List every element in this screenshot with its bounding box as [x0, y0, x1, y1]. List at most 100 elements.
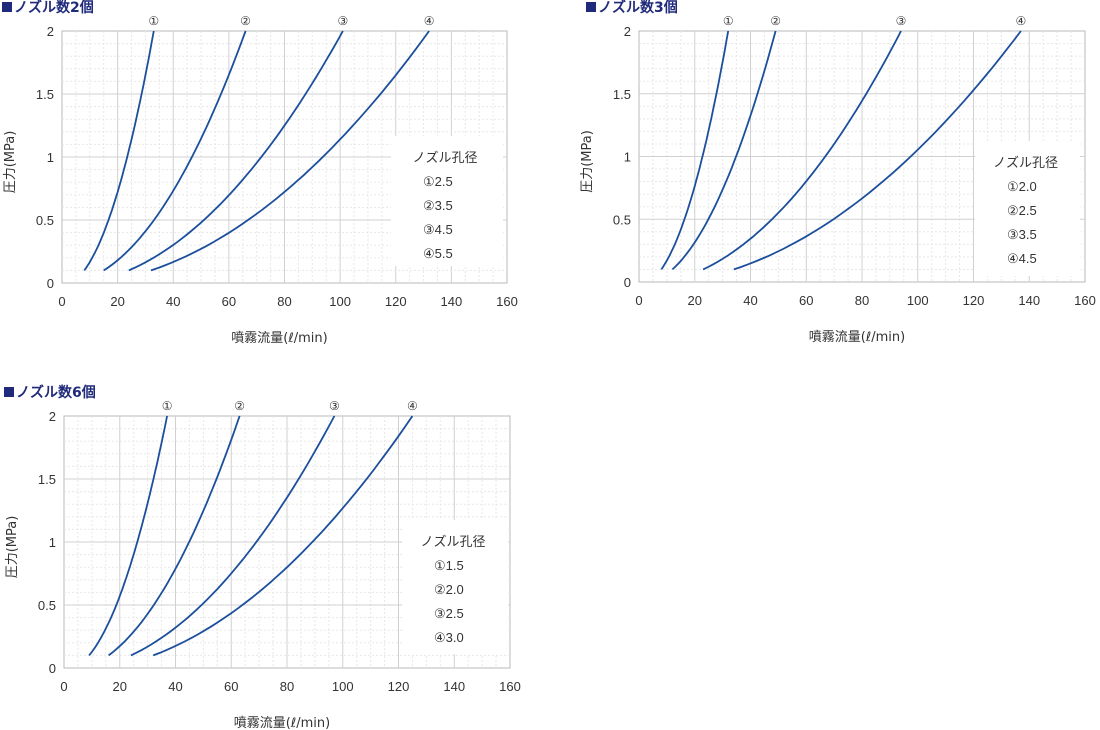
y-tick-label: 1: [624, 150, 631, 165]
y-tick-label: 0: [49, 661, 56, 676]
curve-number-label: ④: [407, 399, 418, 413]
x-tick-label: 40: [166, 294, 180, 309]
curve-number-label: ③: [338, 14, 349, 28]
y-tick-label: 1.5: [38, 472, 56, 487]
curve-number-label: ③: [329, 399, 340, 413]
series-line: [150, 30, 430, 272]
chart-svg: 0 20 40 60 80 100 120 140 160 0 0.5 1 1.5 2 噴霧流量(ℓ/min…: [3, 14, 518, 346]
legend-box: [391, 136, 503, 266]
title-square-icon: [2, 2, 12, 12]
x-tick-label: 160: [496, 294, 518, 309]
legend-item: ①2.0: [1007, 179, 1037, 194]
series-line: [88, 415, 168, 656]
legend-title: ノズル孔径: [420, 534, 485, 549]
curve-number-label: ①: [162, 399, 173, 413]
chart-panel-2-nozzles: ノズル数2個 0 20 40 60 80 100 120 140 160 0 0.5 1 1.5 2 噴霧流…: [0, 0, 540, 360]
curve-number-label: ①: [723, 14, 734, 28]
y-tick-label: 0.5: [36, 213, 54, 228]
x-tick-label: 140: [441, 294, 463, 309]
x-tick-label: 80: [855, 293, 869, 308]
y-tick-label: 0: [624, 275, 631, 290]
legend-item: ③4.5: [423, 222, 453, 237]
y-axis-label: 圧力(MPa): [5, 516, 20, 579]
legend-item: ④3.0: [434, 630, 464, 645]
x-tick-label: 100: [329, 294, 351, 309]
legend-item: ②3.5: [423, 198, 453, 213]
x-tick-label: 20: [688, 293, 702, 308]
series-line: [733, 30, 1022, 271]
legend-box: [975, 141, 1080, 276]
chart-svg: 0 20 40 60 80 100 120 140 160 0 0.5 1 1.5 2 噴霧流量(ℓ/min…: [5, 399, 521, 730]
x-axis-label: 噴霧流量(ℓ/min): [234, 716, 330, 730]
title-square-icon: [586, 2, 596, 12]
x-axis-label: 噴霧流量(ℓ/min): [231, 331, 327, 346]
series-line: [108, 415, 241, 657]
x-tick-label: 100: [332, 679, 354, 694]
y-tick-label: 1: [49, 535, 56, 550]
x-tick-label: 0: [60, 679, 67, 694]
y-axis-label: 圧力(MPa): [580, 130, 595, 193]
x-tick-label: 0: [58, 294, 65, 309]
y-tick-label: 2: [49, 409, 56, 424]
y-axis-label: 圧力(MPa): [3, 131, 18, 194]
series-line: [103, 30, 247, 272]
legend-item: ①1.5: [434, 558, 464, 573]
x-axis-label: 噴霧流量(ℓ/min): [809, 330, 905, 345]
series-line: [660, 30, 730, 270]
series-line: [83, 30, 155, 271]
x-tick-label: 120: [963, 293, 985, 308]
curve-number-label: ②: [240, 14, 251, 28]
legend-item: ④4.5: [1007, 251, 1037, 266]
series-line: [128, 30, 344, 272]
curve-number-label: ②: [234, 399, 245, 413]
x-tick-label: 140: [1018, 293, 1040, 308]
chart-panel-3-nozzles: ノズル数3個 0 20 40 60 80 100 120 140 160 0 0.5 1 1.5 2 噴霧流…: [580, 0, 1100, 360]
x-tick-label: 60: [224, 679, 238, 694]
x-tick-label: 160: [1074, 293, 1096, 308]
chart-title-text: ノズル数6個: [16, 385, 96, 401]
x-tick-label: 160: [499, 679, 521, 694]
x-tick-label: 40: [168, 679, 182, 694]
x-tick-label: 60: [799, 293, 813, 308]
title-square-icon: [4, 387, 14, 397]
legend-box: [402, 520, 508, 654]
legend-item: ③3.5: [1007, 227, 1037, 242]
curve-number-label: ②: [770, 14, 781, 28]
x-tick-label: 80: [277, 294, 291, 309]
x-tick-label: 120: [388, 679, 410, 694]
legend-title: ノズル孔径: [412, 150, 477, 165]
y-tick-label: 1: [47, 150, 54, 165]
curve-number-label: ①: [148, 14, 159, 28]
x-tick-label: 0: [635, 293, 642, 308]
x-tick-label: 140: [443, 679, 465, 694]
y-tick-label: 1.5: [613, 87, 631, 102]
x-tick-label: 120: [385, 294, 407, 309]
legend-item: ①2.5: [423, 174, 453, 189]
chart-panel-6-nozzles: ノズル数6個 0 20 40 60 80 100 120 140 160 0 0.5 1 1.5 2 噴霧流…: [0, 382, 540, 730]
chart-title-text: ノズル数3個: [598, 0, 678, 16]
series-line: [152, 415, 414, 657]
curve-number-label: ④: [424, 14, 435, 28]
series-line: [702, 30, 902, 271]
legend-item: ②2.5: [1007, 203, 1037, 218]
chart-title-text: ノズル数2個: [14, 0, 94, 16]
legend-item: ④5.5: [423, 246, 453, 261]
legend-item: ③2.5: [434, 606, 464, 621]
y-tick-label: 2: [47, 24, 54, 39]
y-tick-label: 0.5: [38, 598, 56, 613]
x-tick-label: 80: [280, 679, 294, 694]
x-tick-label: 40: [743, 293, 757, 308]
chart-title: ノズル数3個: [586, 0, 678, 17]
x-tick-label: 20: [113, 679, 127, 694]
x-tick-label: 20: [110, 294, 124, 309]
legend-title: ノズル孔径: [993, 155, 1058, 170]
series-line: [130, 415, 336, 657]
x-tick-label: 100: [907, 293, 929, 308]
y-tick-label: 0.5: [613, 212, 631, 227]
x-tick-label: 60: [222, 294, 236, 309]
chart-title: ノズル数6個: [4, 382, 96, 402]
y-tick-label: 1.5: [36, 87, 54, 102]
curve-number-label: ④: [1016, 14, 1027, 28]
y-tick-label: 0: [47, 276, 54, 291]
chart-title: ノズル数2個: [2, 0, 94, 17]
